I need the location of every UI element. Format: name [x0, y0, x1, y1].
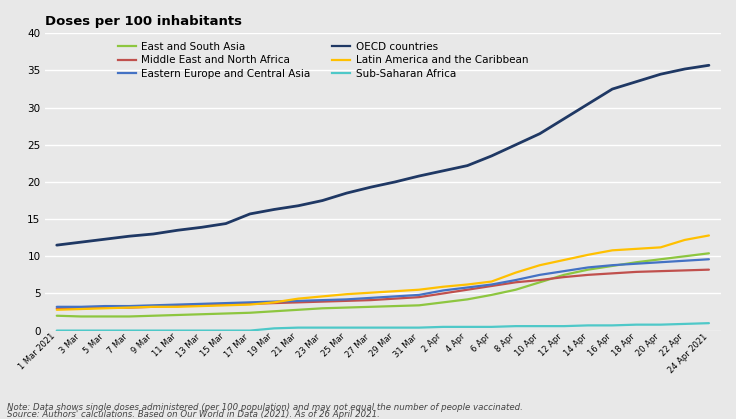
Text: Note: Data shows single doses administered (per 100 population) and may not equa: Note: Data shows single doses administer…: [7, 403, 523, 412]
Text: Source: Authors' calculations. Based on Our World in Data (2021). As of 26 April: Source: Authors' calculations. Based on …: [7, 410, 381, 419]
Legend: East and South Asia, Middle East and North Africa, Eastern Europe and Central As: East and South Asia, Middle East and Nor…: [118, 41, 528, 79]
Text: Doses per 100 inhabitants: Doses per 100 inhabitants: [45, 15, 241, 28]
